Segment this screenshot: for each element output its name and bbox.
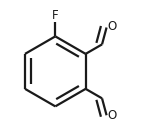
- Text: O: O: [108, 20, 117, 33]
- Text: F: F: [52, 9, 59, 22]
- Text: O: O: [108, 109, 117, 122]
